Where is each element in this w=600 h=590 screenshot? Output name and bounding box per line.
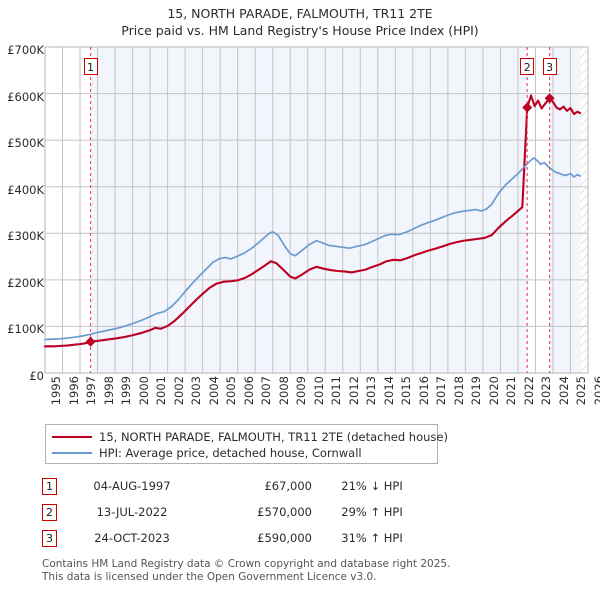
table-row: 1 04-AUG-1997 £67,000 21% ↓ HPI bbox=[42, 473, 462, 499]
transaction-hpi-delta: 29% ↑ HPI bbox=[341, 505, 403, 519]
table-row: 2 13-JUL-2022 £570,000 29% ↑ HPI bbox=[42, 499, 462, 525]
legend-item: HPI: Average price, detached house, Corn… bbox=[52, 445, 437, 461]
x-tick-label: 2025 bbox=[574, 376, 589, 406]
chart-marker-2: 2 bbox=[520, 58, 535, 75]
transaction-index-badge: 1 bbox=[42, 477, 57, 495]
transaction-price: £570,000 bbox=[257, 505, 312, 519]
chart-title-line1: 15, NORTH PARADE, FALMOUTH, TR11 2TE bbox=[167, 6, 433, 21]
x-tick-label: 1999 bbox=[119, 376, 134, 406]
x-tick-label: 2024 bbox=[556, 376, 571, 406]
footer-line-1: Contains HM Land Registry data © Crown c… bbox=[42, 558, 451, 570]
x-tick-label: 2011 bbox=[329, 376, 344, 406]
x-tick-label: 2018 bbox=[451, 376, 466, 406]
y-tick-label: £0 bbox=[29, 369, 44, 383]
y-tick-label: £300K bbox=[7, 229, 44, 244]
y-tick-label: £500K bbox=[7, 136, 44, 151]
transaction-hpi-delta: 31% ↑ HPI bbox=[341, 531, 403, 545]
transaction-hpi-delta: 21% ↓ HPI bbox=[341, 479, 403, 493]
transaction-date: 13-JUL-2022 bbox=[96, 505, 168, 519]
x-tick-label: 2016 bbox=[416, 376, 431, 406]
x-tick-label: 2008 bbox=[276, 376, 291, 406]
x-tick-label: 2015 bbox=[399, 376, 414, 406]
x-tick-label: 2012 bbox=[346, 376, 361, 406]
x-axis-tick-labels: 1995 1996 1997 1998 1999 2000 2001 2002 2003 2004… bbox=[0, 374, 600, 422]
x-tick-label: 2020 bbox=[486, 376, 501, 406]
legend-label: 15, NORTH PARADE, FALMOUTH, TR11 2TE (de… bbox=[99, 430, 448, 444]
x-tick-label: 2005 bbox=[224, 376, 239, 406]
footer-attribution: Contains HM Land Registry data © Crown c… bbox=[42, 558, 582, 583]
x-tick-label: 2006 bbox=[241, 376, 256, 406]
x-tick-label: 1995 bbox=[49, 376, 63, 406]
x-tick-label: 2026 bbox=[592, 376, 600, 406]
page-title: 15, NORTH PARADE, FALMOUTH, TR11 2TE Pri… bbox=[0, 0, 600, 39]
x-tick-label: 2013 bbox=[364, 376, 379, 406]
price-history-line-chart bbox=[43, 46, 589, 374]
chart-title-line2: Price paid vs. HM Land Registry's House … bbox=[121, 23, 479, 38]
x-tick-label: 2010 bbox=[311, 376, 326, 406]
x-tick-label: 2002 bbox=[171, 376, 186, 406]
x-tick-label: 2004 bbox=[206, 376, 221, 406]
y-tick-label: £200K bbox=[7, 275, 44, 290]
x-tick-label: 2014 bbox=[381, 376, 396, 406]
chart-legend: 15, NORTH PARADE, FALMOUTH, TR11 2TE (de… bbox=[45, 424, 448, 464]
footer-line-2: This data is licensed under the Open Gov… bbox=[42, 570, 377, 583]
x-tick-label: 2021 bbox=[504, 376, 519, 406]
x-tick-label: 2001 bbox=[154, 376, 169, 406]
legend-color-swatch bbox=[52, 436, 92, 438]
chart-marker-3: 3 bbox=[542, 58, 557, 75]
x-tick-label: 2019 bbox=[469, 376, 484, 406]
x-tick-label: 1998 bbox=[101, 376, 116, 406]
transaction-table: 1 04-AUG-1997 £67,000 21% ↓ HPI 2 13-JUL-2022… bbox=[42, 473, 462, 551]
x-tick-label: 2000 bbox=[136, 376, 151, 406]
legend-item: 15, NORTH PARADE, FALMOUTH, TR11 2TE (de… bbox=[52, 429, 448, 445]
transaction-date: 24-OCT-2023 bbox=[94, 531, 170, 545]
x-tick-label: 2017 bbox=[434, 376, 449, 406]
chart-marker-1: 1 bbox=[83, 58, 98, 75]
legend-label: HPI: Average price, detached house, Corn… bbox=[99, 446, 362, 460]
transaction-index-badge: 2 bbox=[42, 503, 57, 521]
y-tick-label: £400K bbox=[7, 182, 44, 197]
y-tick-label: £700K bbox=[7, 43, 44, 57]
y-axis-tick-labels: £0 £100K £200K £300K £400K £500K £600K £700K bbox=[0, 43, 44, 383]
transaction-index-badge: 3 bbox=[42, 529, 57, 547]
y-tick-label: £600K bbox=[7, 89, 44, 104]
x-tick-label: 1997 bbox=[84, 376, 99, 406]
x-tick-label: 2023 bbox=[539, 376, 554, 406]
transaction-price: £590,000 bbox=[257, 531, 312, 545]
x-tick-label: 2003 bbox=[189, 376, 204, 406]
x-tick-label: 1996 bbox=[66, 376, 81, 406]
legend-color-swatch bbox=[52, 452, 92, 454]
x-tick-label: 2009 bbox=[294, 376, 309, 406]
y-tick-label: £100K bbox=[7, 322, 44, 337]
table-row: 3 24-OCT-2023 £590,000 31% ↑ HPI bbox=[42, 525, 462, 551]
x-tick-label: 2007 bbox=[259, 376, 274, 406]
x-tick-label: 2022 bbox=[521, 376, 536, 406]
transaction-price: £67,000 bbox=[264, 479, 312, 493]
transaction-date: 04-AUG-1997 bbox=[93, 479, 171, 493]
